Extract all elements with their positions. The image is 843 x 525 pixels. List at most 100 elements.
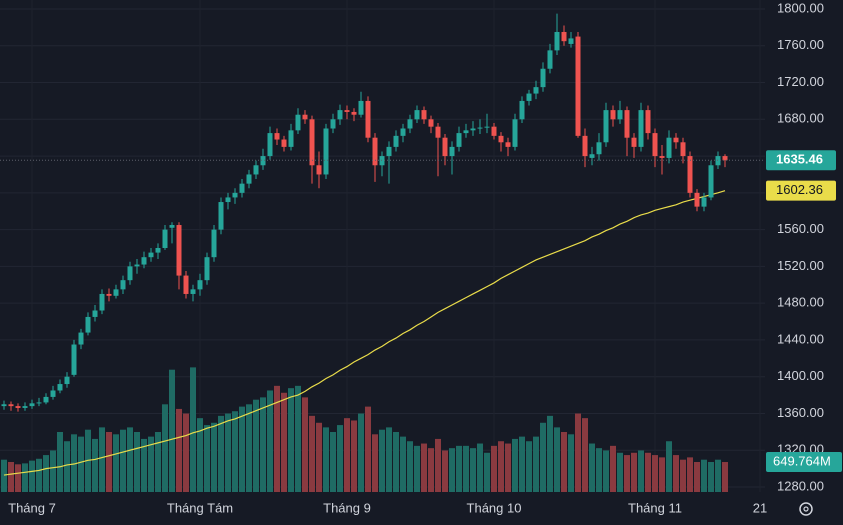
settings-icon[interactable]	[799, 502, 813, 516]
volume-bar	[211, 422, 217, 492]
candle-body	[484, 126, 490, 128]
settings-icon-center[interactable]	[803, 506, 809, 512]
moving-average-line	[3, 190, 726, 476]
candle-body	[687, 156, 693, 193]
candle-body	[36, 402, 42, 404]
volume-bar	[92, 438, 98, 492]
candle-body	[330, 119, 336, 129]
candle-body	[295, 114, 301, 131]
volume-bar	[351, 420, 357, 492]
candle-body	[365, 100, 371, 138]
candle-body	[540, 68, 546, 88]
volume-bar	[435, 438, 441, 492]
volume-bar	[295, 385, 301, 492]
volume-bar	[442, 450, 448, 492]
volume-bar	[127, 427, 133, 492]
candle-body	[435, 126, 441, 138]
candle-body	[393, 135, 399, 147]
candle-body	[722, 156, 728, 161]
x-tick-label: Tháng Tám	[167, 500, 233, 515]
candle-body	[631, 137, 637, 147]
candle-body	[512, 119, 518, 147]
volume-bar	[302, 397, 308, 492]
volume-bar	[491, 445, 497, 492]
volume-bar	[617, 452, 623, 492]
volume-bar	[687, 457, 693, 492]
candle-body	[624, 110, 630, 138]
volume-bar	[323, 427, 329, 492]
candle-body	[617, 110, 623, 120]
volume-bar	[715, 459, 721, 492]
volume-bar	[533, 436, 539, 492]
volume-bar	[400, 436, 406, 492]
candle-body	[113, 289, 119, 296]
volume-bar	[722, 462, 728, 492]
candle-body	[491, 126, 497, 136]
volume-bar	[638, 450, 644, 492]
volume-bar	[169, 369, 175, 492]
candle-body	[351, 111, 357, 115]
candle-body	[176, 225, 182, 276]
candle-body	[680, 142, 686, 157]
volume-bar	[281, 392, 287, 492]
candle-body	[470, 128, 476, 131]
x-tick-label: 21	[753, 500, 767, 515]
candle-body	[358, 100, 364, 115]
y-tick-label: 1400.00	[777, 368, 824, 383]
candle-body	[428, 119, 434, 127]
candle-body	[456, 133, 462, 147]
candle-body	[274, 133, 280, 140]
candle-body	[211, 229, 217, 258]
candle-body	[78, 332, 84, 345]
volume-bar	[631, 452, 637, 492]
volume-bar	[344, 418, 350, 492]
volume-bar	[372, 434, 378, 492]
last-price-label: 1635.46	[776, 152, 823, 167]
candle-body	[323, 128, 329, 175]
candle-body	[169, 225, 175, 228]
candle-body	[582, 135, 588, 157]
candle-body	[610, 110, 616, 120]
candle-body	[309, 119, 315, 166]
candle-body	[568, 38, 574, 44]
candle-body	[645, 110, 651, 134]
y-tick-label: 1680.00	[777, 111, 824, 126]
candle-body	[85, 316, 91, 333]
ma-label: 1602.36	[776, 182, 823, 197]
x-tick-label: Tháng 11	[628, 500, 682, 515]
candle-body	[589, 154, 595, 158]
volume-bar	[498, 441, 504, 492]
volume-bar	[358, 413, 364, 492]
candle-body	[141, 257, 147, 265]
volume-bar	[134, 432, 140, 492]
volume-bar	[477, 443, 483, 492]
candle-body	[127, 266, 133, 281]
volume-bar	[680, 459, 686, 492]
volume-bar	[540, 422, 546, 492]
y-tick-label: 1520.00	[777, 258, 824, 273]
candle-body	[575, 36, 581, 136]
volume-bar	[582, 418, 588, 492]
volume-bar	[106, 432, 112, 492]
volume-bar	[470, 448, 476, 492]
volume-bar	[379, 429, 385, 492]
y-tick-label: 1440.00	[777, 331, 824, 346]
candle-body	[204, 257, 210, 281]
volume-bar	[575, 413, 581, 492]
volume-bar	[232, 411, 238, 492]
volume-bar	[596, 448, 602, 492]
volume-label: 649.764M	[773, 453, 831, 468]
volume-bar	[71, 434, 77, 492]
volume-bar	[225, 413, 231, 492]
candle-body	[386, 146, 392, 157]
candle-body	[92, 310, 98, 317]
volume-bar	[407, 441, 413, 492]
volume-bar	[673, 455, 679, 492]
volume-bar	[57, 432, 63, 492]
volume-bar	[484, 452, 490, 492]
candle-body	[134, 264, 140, 267]
volume-bar	[526, 441, 532, 492]
settings-button[interactable]	[799, 502, 813, 516]
volume-bar	[36, 458, 42, 492]
